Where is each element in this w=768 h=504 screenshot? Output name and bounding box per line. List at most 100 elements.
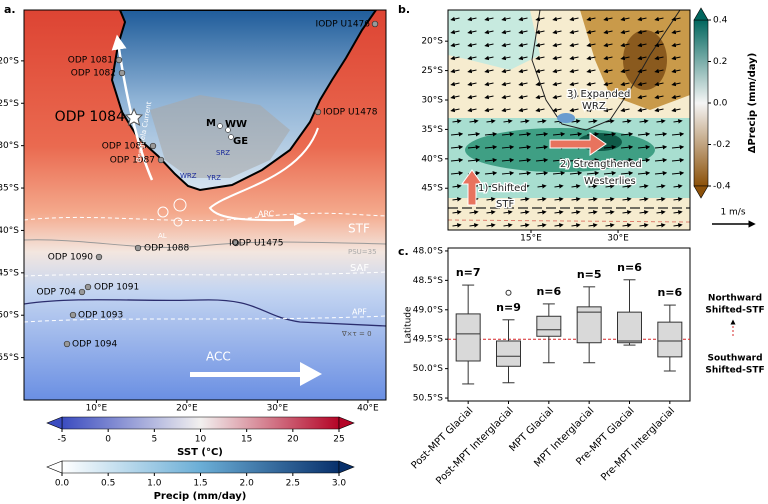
wind-vector [552,157,566,163]
cave-site [228,134,234,140]
colorbar-tick-label: 0 [105,435,111,445]
wind-vector [569,131,583,137]
site-label: ODP 1081 [68,56,113,66]
y-tick-label: 40°S [0,226,19,236]
wind-vector [503,210,513,215]
wind-vector [603,29,613,35]
annotation: WRZ [180,172,197,180]
annotation: Southward [707,354,762,364]
colorbar-extend [693,185,709,199]
wind-vector [520,197,530,202]
wind-vector [535,16,545,22]
wind-vector [654,68,664,74]
site-marker [95,253,103,261]
map-b [448,10,690,230]
wind-vector [637,29,647,35]
n-label: n=6 [617,261,642,274]
wind-vector [484,94,494,100]
wind-vector [535,42,545,48]
wind-vector [520,223,530,228]
y-tick-label: 49.0°S [413,305,444,315]
x-tick-label: 20°E [176,404,198,414]
box [657,321,683,358]
wind-vector [588,184,598,189]
wind-vector [484,68,494,74]
n-label: n=6 [536,285,561,298]
wind-vector [552,94,562,100]
wind-vector [518,107,528,113]
y-tick-label: 40°S [421,154,443,164]
wind-vector [501,107,511,113]
wind-vector [671,68,681,74]
wind-vector [603,131,617,137]
y-tick-label: 48.0°S [413,246,444,256]
wind-vector [520,184,530,189]
wind-vector [554,223,564,228]
wind-vector [586,170,600,176]
colorbar-tick-label: -0.4 [713,182,731,192]
y-tick-label: 45°S [0,268,19,278]
wind-vector [586,68,596,74]
wind-vector [620,107,630,113]
wind-vector [501,94,511,100]
wind-vector [586,55,596,61]
wind-vector [554,197,564,202]
wind-vector [535,107,545,113]
wind-vector [603,94,613,100]
wind-vector [520,119,530,124]
saf-line [24,271,386,277]
wind-vector [569,55,579,61]
wind-vector [537,210,547,215]
eddy [173,198,187,212]
wind-vector [603,81,613,87]
wind-vector [467,157,481,163]
wind-vector [484,144,498,150]
wind-vector [552,131,566,137]
annotation: STF [348,222,370,236]
wind-vector [467,55,477,61]
n-label: n=6 [657,286,682,299]
wind-vector [518,29,528,35]
wind-vector [622,197,632,202]
x-tick-label: 15°E [520,234,542,244]
annotation: 1) Shifted [478,183,527,194]
annotation: STF [496,199,514,210]
wind-vector [569,29,579,35]
frame-a [23,9,387,401]
site-label: ODP 1090 [48,253,93,263]
frame-c [447,247,691,402]
colorbar-tick-label: -0.2 [713,140,731,150]
wind-vector [501,29,511,35]
site-marker [371,20,379,28]
wind-vector [620,55,630,61]
precip-anomaly [448,10,540,70]
wind-vector [603,68,613,74]
site-marker [118,69,126,77]
psu-line [24,239,386,248]
box [576,306,602,344]
wind-vector [518,144,532,150]
wind-vector [518,42,528,48]
eddy [173,217,183,227]
wind-vector [671,81,681,87]
annotation: WRZ [582,101,606,112]
wind-vector [588,223,598,228]
wind-vector [571,197,581,202]
colorbar-tick-label: 20 [287,435,299,445]
site-label: ODP 1082 [71,69,116,79]
wind-vector [520,210,530,215]
wind-vector [535,144,549,150]
colorbar-tick-label: 1.5 [193,479,207,489]
wind-vector [605,210,615,215]
wind-vector [537,197,547,202]
wind-vector [467,81,477,87]
annotation: Westerlies [584,176,636,187]
outlier [505,289,512,296]
wind-vector [503,223,513,228]
wind-vector [588,210,598,215]
wind-vector [452,184,462,189]
wind-vector [484,29,494,35]
wind-vector [554,210,564,215]
annotation: Shifted-STF [705,306,764,316]
